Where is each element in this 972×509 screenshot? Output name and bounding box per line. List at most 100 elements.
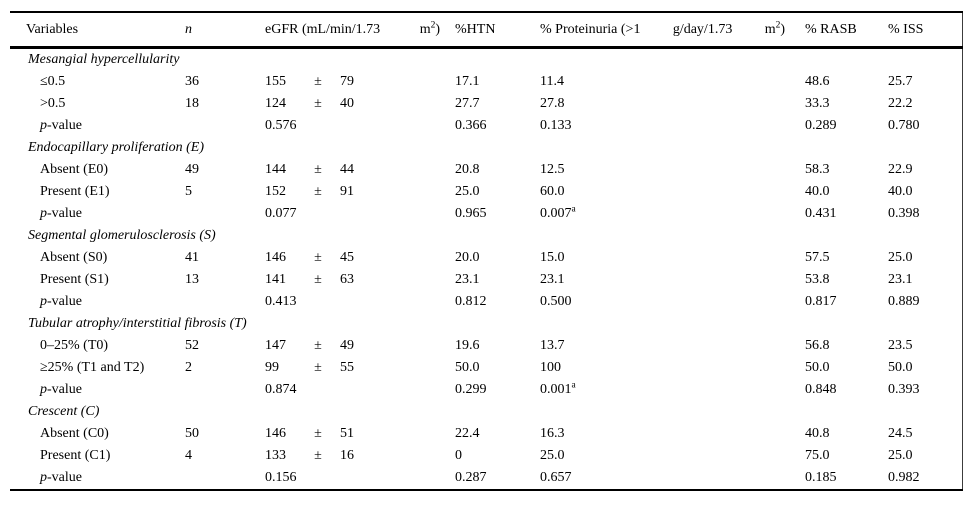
- col-variables-label: Variables: [26, 21, 79, 37]
- cell-egfr-mean: 144: [265, 162, 286, 177]
- cell-iss: 0.889: [888, 294, 920, 309]
- col-rasb-label: % RASB: [805, 21, 857, 37]
- cell-iss: 50.0: [888, 360, 913, 375]
- col-n: n: [180, 12, 258, 49]
- cell-egfr-mean: 0.156: [265, 470, 297, 485]
- cell-proteinuria: 0.133: [540, 118, 572, 133]
- pvalue-row: p-value 0.077 0.965 0.007a 0.431 0.398: [10, 203, 962, 225]
- cell-plusminus: [303, 467, 333, 490]
- cell-proteinuria: 13.7: [540, 338, 565, 353]
- cell-egfr-sd: 40: [340, 96, 354, 111]
- col-egfr: eGFR (mL/min/1.73 m2): [258, 12, 446, 49]
- cell-iss: 25.0: [888, 250, 913, 265]
- cell-iss: 24.5: [888, 426, 913, 441]
- cell-htn: 0.299: [455, 382, 487, 397]
- cell-egfr-sd: 55: [340, 360, 354, 375]
- cell-plusminus: [303, 291, 333, 313]
- cell-n: 36: [185, 74, 199, 89]
- cell-egfr-mean: 155: [265, 74, 286, 89]
- cell-iss: 0.398: [888, 206, 920, 221]
- cell-iss: 0.393: [888, 382, 920, 397]
- cell-htn: 17.1: [455, 74, 480, 89]
- data-row: ≥25% (T1 and T2) 2 99 ±55 50.0 100 50.0 50.0: [10, 357, 962, 379]
- row-label: p-value: [40, 118, 82, 133]
- cell-n: 5: [185, 184, 192, 199]
- cell-plusminus: ±: [314, 338, 322, 353]
- col-htn-label: %HTN: [455, 21, 496, 37]
- pvalue-row: p-value 0.156 0.287 0.657 0.185 0.982: [10, 467, 962, 490]
- cell-plusminus: ±: [314, 184, 322, 199]
- cell-plusminus: ±: [314, 272, 322, 287]
- cell-n: 4: [185, 448, 192, 463]
- cell-proteinuria: 0.007a: [540, 204, 576, 221]
- cell-proteinuria: 0.500: [540, 294, 572, 309]
- data-row: >0.5 18 124 ±40 27.7 27.8 33.3 22.2: [10, 93, 962, 115]
- row-label: p-value: [40, 382, 82, 397]
- clinical-characteristics-table: Variables n eGFR (mL/min/1.73 m2) %HTN: [10, 11, 963, 491]
- cell-rasb: 0.848: [805, 382, 837, 397]
- row-label: Absent (E0): [40, 162, 109, 177]
- cell-plusminus: ±: [314, 448, 322, 463]
- cell-rasb: 57.5: [805, 250, 830, 265]
- cell-rasb: 0.431: [805, 206, 837, 221]
- cell-egfr-mean: 141: [265, 272, 286, 287]
- cell-iss: 0.780: [888, 118, 920, 133]
- p-italic: p: [40, 382, 47, 397]
- cell-htn: 50.0: [455, 360, 480, 375]
- cell-htn: 23.1: [455, 272, 480, 287]
- col-egfr-label: eGFR (mL/min/1.73 m2): [265, 19, 441, 37]
- row-label: ≥25% (T1 and T2): [40, 360, 145, 375]
- cell-proteinuria: 12.5: [540, 162, 565, 177]
- cell-egfr-mean: 0.874: [265, 382, 297, 397]
- row-label: ≤0.5: [40, 74, 66, 89]
- cell-egfr-sd: 79: [340, 74, 354, 89]
- cell-egfr-mean: 99: [265, 360, 279, 375]
- table-header: Variables n eGFR (mL/min/1.73 m2) %HTN: [10, 12, 963, 49]
- cell-htn: 0.366: [455, 118, 487, 133]
- section-title-row: Segmental glomerulosclerosis (S): [10, 225, 962, 247]
- data-row: Absent (E0) 49 144 ±44 20.8 12.5 58.3 22.9: [10, 159, 962, 181]
- cell-n: 52: [185, 338, 199, 353]
- cell-egfr-mean: 146: [265, 250, 286, 265]
- cell-proteinuria: 60.0: [540, 184, 565, 199]
- cell-htn: 20.8: [455, 162, 480, 177]
- col-htn: %HTN: [445, 12, 536, 49]
- cell-egfr-mean: 147: [265, 338, 286, 353]
- mestc-score-table: Variables n eGFR (mL/min/1.73 m2) %HTN: [10, 11, 963, 491]
- data-row: Present (S1) 13 141 ±63 23.1 23.1 53.8 23.1: [10, 269, 962, 291]
- cell-rasb: 0.289: [805, 118, 837, 133]
- section-title-row: Endocapillary proliferation (E): [10, 137, 962, 159]
- cell-egfr-sd: 63: [340, 272, 354, 287]
- cell-plusminus: ±: [314, 250, 322, 265]
- cell-htn: 22.4: [455, 426, 480, 441]
- cell-egfr-mean: 146: [265, 426, 286, 441]
- pvalue-row: p-value 0.576 0.366 0.133 0.289 0.780: [10, 115, 962, 137]
- cell-plusminus: [303, 115, 333, 137]
- col-rasb: % RASB: [795, 12, 879, 49]
- cell-egfr-mean: 152: [265, 184, 286, 199]
- cell-egfr-sd: [333, 291, 445, 313]
- cell-proteinuria: 27.8: [540, 96, 565, 111]
- row-label: p-value: [40, 294, 82, 309]
- cell-iss: 22.2: [888, 96, 913, 111]
- section-title-row: Crescent (C): [10, 401, 962, 423]
- cell-rasb: 33.3: [805, 96, 830, 111]
- p-italic: p: [40, 118, 47, 133]
- cell-egfr-sd: [333, 115, 445, 137]
- cell-rasb: 40.8: [805, 426, 830, 441]
- section-title: Crescent (C): [28, 404, 100, 419]
- cell-rasb: 0.185: [805, 470, 837, 485]
- cell-n: 18: [185, 96, 199, 111]
- cell-iss: 0.982: [888, 470, 920, 485]
- table-body: Mesangial hypercellularity ≤0.5 36 155 ±79 17…: [10, 48, 962, 491]
- section-title: Mesangial hypercellularity: [28, 52, 180, 67]
- p-italic: p: [40, 294, 47, 309]
- cell-n: [180, 291, 258, 313]
- cell-rasb: 53.8: [805, 272, 830, 287]
- cell-rasb: 56.8: [805, 338, 830, 353]
- row-label: Present (C1): [40, 448, 111, 463]
- cell-n: 41: [185, 250, 199, 265]
- col-n-label: n: [185, 21, 192, 37]
- cell-htn: 0: [455, 448, 463, 463]
- pvalue-row: p-value 0.413 0.812 0.500 0.817 0.889: [10, 291, 962, 313]
